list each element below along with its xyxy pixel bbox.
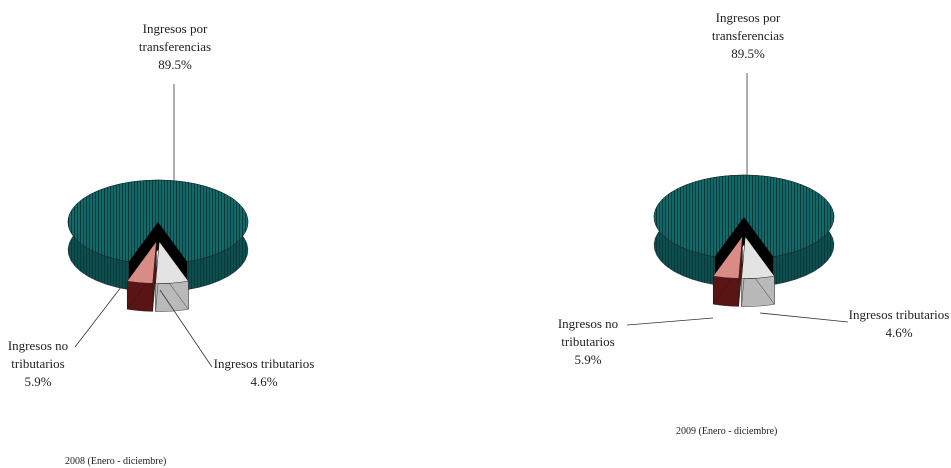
- pie-slice-top-transferencias: [653, 174, 835, 258]
- pie-slice-no_tributarios: [155, 240, 189, 312]
- slice-label-transferencias: Ingresos por transferencias 89.5%: [139, 21, 211, 182]
- leader-line-no_tributarios: [626, 317, 714, 326]
- slice-label-text-no_tributarios: Ingresos no: [8, 338, 68, 353]
- slice-label-text-transferencias: Ingresos por: [716, 10, 781, 25]
- slice-label-text-transferencias: transferencias: [139, 39, 211, 54]
- chart-caption-2009: 2009 (Enero - diciembre): [676, 426, 777, 437]
- pie-slice-top-tributarios: [126, 240, 157, 284]
- pie-notch-shadow: [128, 222, 188, 290]
- leader-line-no_tributarios: [74, 281, 126, 348]
- pie-notch-shadow: [714, 217, 774, 285]
- slice-value-tributarios: 4.6%: [250, 374, 277, 389]
- slice-label-tributarios: Ingresos tributarios 4.6%: [759, 307, 950, 340]
- leader-line-tributarios: [159, 289, 213, 368]
- pie-slice-transferencias: [67, 179, 249, 290]
- leader-line-tributarios: [759, 312, 849, 323]
- pie-slice-top-no_tributarios: [741, 235, 775, 279]
- chart-caption-2008: 2008 (Enero - diciembre): [65, 456, 166, 467]
- slice-label-text-transferencias: transferencias: [712, 28, 784, 43]
- slice-label-text-no_tributarios: tributarios: [11, 356, 64, 371]
- slice-value-no_tributarios: 5.9%: [24, 374, 51, 389]
- pie-slice-tributarios: [126, 240, 157, 312]
- pie-slice-top-transferencias: [67, 179, 249, 263]
- pie-slice-tributarios: [712, 235, 743, 307]
- pie-slice-transferencias: [653, 174, 835, 285]
- slice-value-tributarios: 4.6%: [885, 325, 912, 340]
- slice-label-text-tributarios: Ingresos tributarios: [849, 307, 950, 322]
- slice-value-no_tributarios: 5.9%: [574, 352, 601, 367]
- slice-label-no_tributarios: Ingresos no tributarios 5.9%: [8, 281, 126, 389]
- slice-label-tributarios: Ingresos tributarios 4.6%: [159, 289, 315, 389]
- pie-chart-2008: Ingresos portransferencias89.5%Ingresos …: [8, 21, 315, 389]
- slice-label-text-no_tributarios: Ingresos no: [558, 316, 618, 331]
- slice-label-text-transferencias: Ingresos por: [143, 21, 208, 36]
- pie-chart-2009: Ingresos portransferencias89.5%Ingresos …: [558, 10, 950, 367]
- slice-value-transferencias: 89.5%: [731, 46, 765, 61]
- slice-label-transferencias: Ingresos por transferencias 89.5%: [712, 10, 784, 177]
- pie-slice-top-tributarios: [712, 235, 743, 279]
- slice-label-no_tributarios: Ingresos no tributarios 5.9%: [558, 316, 714, 367]
- pie-slice-top-no_tributarios: [155, 240, 189, 284]
- pie-slice-no_tributarios: [741, 235, 775, 307]
- slice-value-transferencias: 89.5%: [158, 57, 192, 72]
- slice-label-text-tributarios: Ingresos tributarios: [214, 356, 315, 371]
- slice-label-text-no_tributarios: tributarios: [561, 334, 614, 349]
